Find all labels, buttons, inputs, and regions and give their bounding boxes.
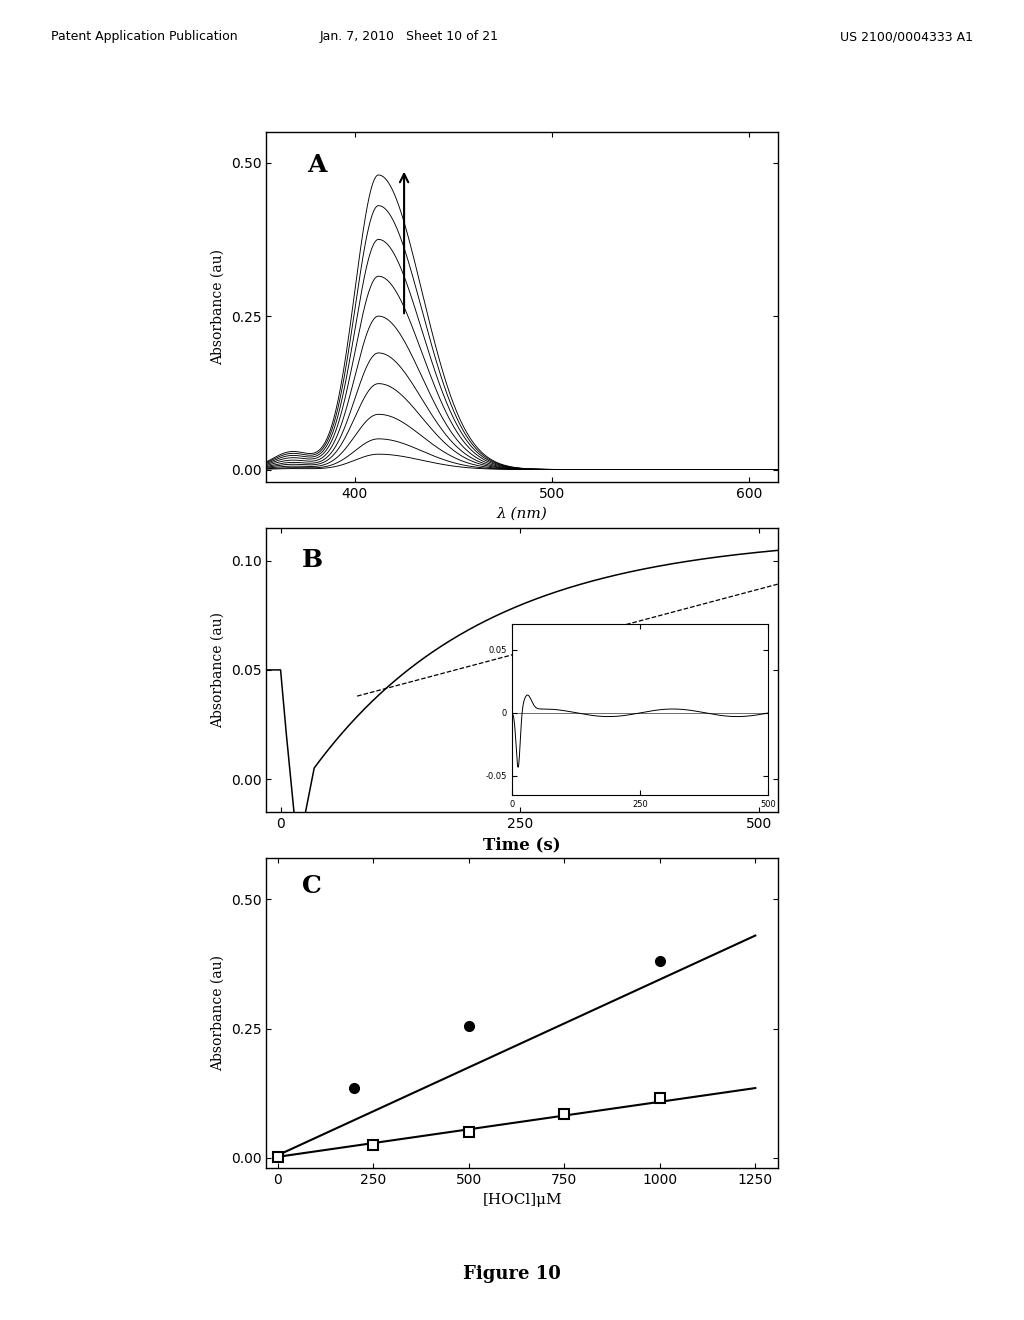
Text: Patent Application Publication: Patent Application Publication xyxy=(51,30,238,44)
Text: Jan. 7, 2010   Sheet 10 of 21: Jan. 7, 2010 Sheet 10 of 21 xyxy=(321,30,499,44)
X-axis label: Time (s): Time (s) xyxy=(483,836,561,853)
Y-axis label: Absorbance (au): Absorbance (au) xyxy=(211,612,225,727)
Text: B: B xyxy=(302,548,324,572)
X-axis label: λ (nm): λ (nm) xyxy=(497,506,548,520)
Y-axis label: Absorbance (au): Absorbance (au) xyxy=(211,956,225,1071)
Y-axis label: Absorbance (au): Absorbance (au) xyxy=(211,249,225,364)
Text: US 2100/0004333 A1: US 2100/0004333 A1 xyxy=(840,30,973,44)
Text: Figure 10: Figure 10 xyxy=(463,1265,561,1283)
Text: A: A xyxy=(307,153,327,177)
X-axis label: [HOCl]μM: [HOCl]μM xyxy=(482,1192,562,1206)
Text: C: C xyxy=(302,874,322,898)
